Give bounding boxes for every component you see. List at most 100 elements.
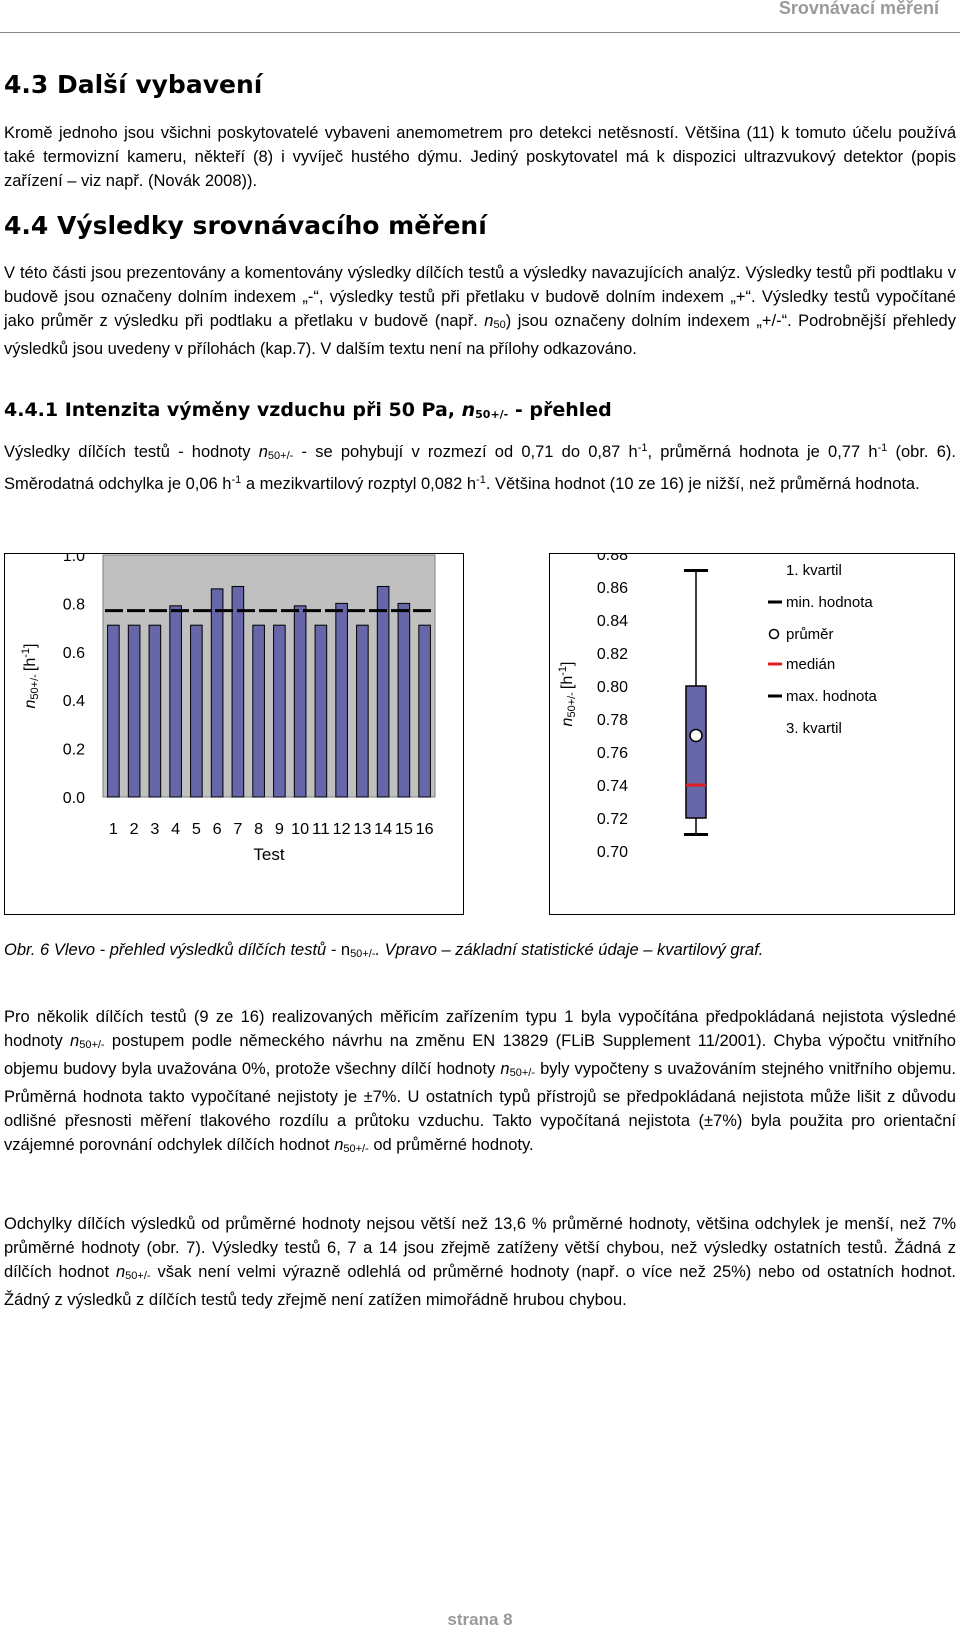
y-tick-label: 0.82 [597,646,628,663]
y-tick-label: 0.86 [597,580,628,597]
x-tick-label: 5 [192,821,201,838]
paragraph-results-summary: Výsledky dílčích testů - hodnoty n50+/- … [4,436,956,496]
heading-4-4: 4.4 Výsledky srovnávacího měření [4,211,487,240]
intro-text-a: V této části jsou prezentovány a komento… [4,264,956,330]
n-symbol: n [484,312,494,330]
bar [107,624,120,798]
x-tick-label: 12 [333,821,351,838]
bar [418,624,431,798]
legend-label-min: min. hodnota [786,594,873,611]
x-tick-label: 13 [353,821,371,838]
y-tick-label: 1.0 [63,554,85,565]
uncertainty-n-1: n [70,1032,80,1050]
summary-sup-1: -1 [637,442,648,454]
legend-label-q1: 1. kvartil [786,562,842,579]
bar [397,602,411,798]
header-divider [0,32,960,33]
y-tick-label: 0.4 [63,693,85,710]
summary-n: n [258,443,268,461]
uncertainty-sub-3: 50+/- [343,1143,369,1155]
paragraph-equipment: Kromě jednoho jsou všichni poskytovatelé… [4,124,956,190]
deviations-n: n [115,1263,126,1281]
mean-marker [689,728,703,743]
y-tick-label: 0.70 [597,844,628,861]
uncertainty-text-b: postupem podle německého návrhu na změnu… [4,1032,956,1078]
y-tick-label: 0.0 [63,790,85,807]
summary-sup-2: -1 [877,442,888,454]
summary-sup-3: -1 [231,474,242,486]
bar [231,585,245,798]
x-tick-label: 2 [130,821,139,838]
bar [335,602,348,798]
y-axis-title: n50+/- [h-1] [557,662,578,727]
y-tick-label: 0.2 [63,742,85,759]
deviations-text-b: však není velmi výrazně odlehlá od průmě… [4,1263,956,1309]
bar [273,624,286,798]
summary-text-b: - se pohybují v rozmezí od 0,71 do 0,87 … [293,443,638,461]
heading-text-a: 4.4.1 Intenzita výměny vzduchu při 50 Pa… [4,399,462,421]
y-tick-label: 0.76 [597,745,628,762]
intro-text-b: ) jsou označeny dolním indexem „+/-“. Po… [4,312,956,358]
legend-mean-swatch [768,628,780,640]
bar [210,588,224,798]
bar [252,624,265,798]
x-tick-label: 15 [395,821,413,838]
y-tick-label: 0.88 [597,554,628,564]
uncertainty-text-a: Pro několik dílčích testů (9 ze 16) real… [4,1008,956,1050]
legend-label-mean: průměr [786,626,834,643]
x-tick-label: 3 [150,821,159,838]
summary-text-e: a mezikvartilový rozptyl 0,082 h [241,475,477,493]
x-tick-label: 8 [254,821,263,838]
paragraph-uncertainty: Pro několik dílčích testů (9 ze 16) real… [4,1005,956,1161]
x-tick-label: 11 [312,821,330,838]
caption-text-a: Obr. 6 Vlevo - přehled výsledků dílčích … [4,941,341,959]
x-tick-label: 9 [275,821,284,838]
y-axis-title: n50+/- [h-1] [20,644,41,709]
summary-sub: 50+/- [267,450,294,462]
caption-text-b: . Vpravo – základní statistické údaje – … [375,941,764,959]
uncertainty-sub-1: 50+/- [79,1039,105,1051]
bar [169,605,182,798]
bar-chart: 1.00.80.60.40.20.01 2 3 4 5 6 7 8 9 10 11 12 13 14 15 1… [20,548,436,864]
uncertainty-text-d: od průměrné hodnoty. [368,1136,534,1154]
legend-label-max: max. hodnota [786,688,878,705]
heading-4-3: 4.3 Další vybavení [4,70,263,99]
x-tick-label: 4 [171,821,180,838]
bar [148,624,162,798]
figure-caption: Obr. 6 Vlevo - přehled výsledků dílčích … [4,938,956,966]
y-tick-label: 0.72 [597,811,628,828]
uncertainty-sub-2: 50+/- [509,1067,535,1079]
y-tick-label: 0.78 [597,712,628,729]
heading-text-b: - přehled [508,399,612,421]
iqr-box [685,685,707,819]
uncertainty-n-3: n [334,1136,344,1154]
summary-text-d: (obr. 6). Směrodatná odchylka je 0,06 h [4,443,956,493]
bar [190,624,203,798]
heading-4-4-1: 4.4.1 Intenzita výměny vzduchu při 50 Pa… [4,399,612,421]
deviations-text-a: Odchylky dílčích výsledků od průměrné ho… [4,1215,956,1281]
bar [314,624,328,798]
page-header: Srovnávací měření [0,0,960,36]
bar-chart-frame: 1.0 0.8 0.6 0.4 0.2 0.0 1 2 3 4 5 6 7 8 9 10 11 12 13 14 15 1… [4,548,464,915]
n-subscript: 50 [493,319,506,331]
boxplot-chart: 0.88 0.86 0.84 0.82 0.80 0.78 0.76 0.74 0.72 0.70… [557,547,878,861]
deviations-sub: 50+/- [125,1270,151,1282]
boxplot-frame: 0.88 0.86 0.84 0.82 0.80 0.78 0.76 0.74 0.72 0.70… [549,547,955,915]
uncertainty-text-c: byly vypočteny s uvažováním stejného vni… [4,1060,956,1154]
summary-text-a: Výsledky dílčích testů - hodnoty [4,443,259,461]
bar [293,605,307,798]
bar [127,624,141,798]
page-number: strana 8 [447,1610,513,1629]
legend-label-q3: 3. kvartil [786,720,842,737]
paragraph-deviations: Odchylky dílčích výsledků od průměrné ho… [4,1212,956,1312]
summary-text-f: . Většina hodnot (10 ze 16) je nižší, ne… [485,475,920,493]
header-title: Srovnávací měření [778,0,939,18]
heading-sub: 50+/- [475,408,509,421]
caption-sub: 50+/- [350,948,376,960]
x-tick-label: 6 [213,821,222,838]
bar [376,585,390,798]
y-tick-label: 0.84 [597,613,628,630]
summary-sup-4: -1 [476,474,486,486]
x-tick-label: 7 [233,821,242,838]
summary-text-c: , průměrná hodnota je 0,77 h [647,443,878,461]
